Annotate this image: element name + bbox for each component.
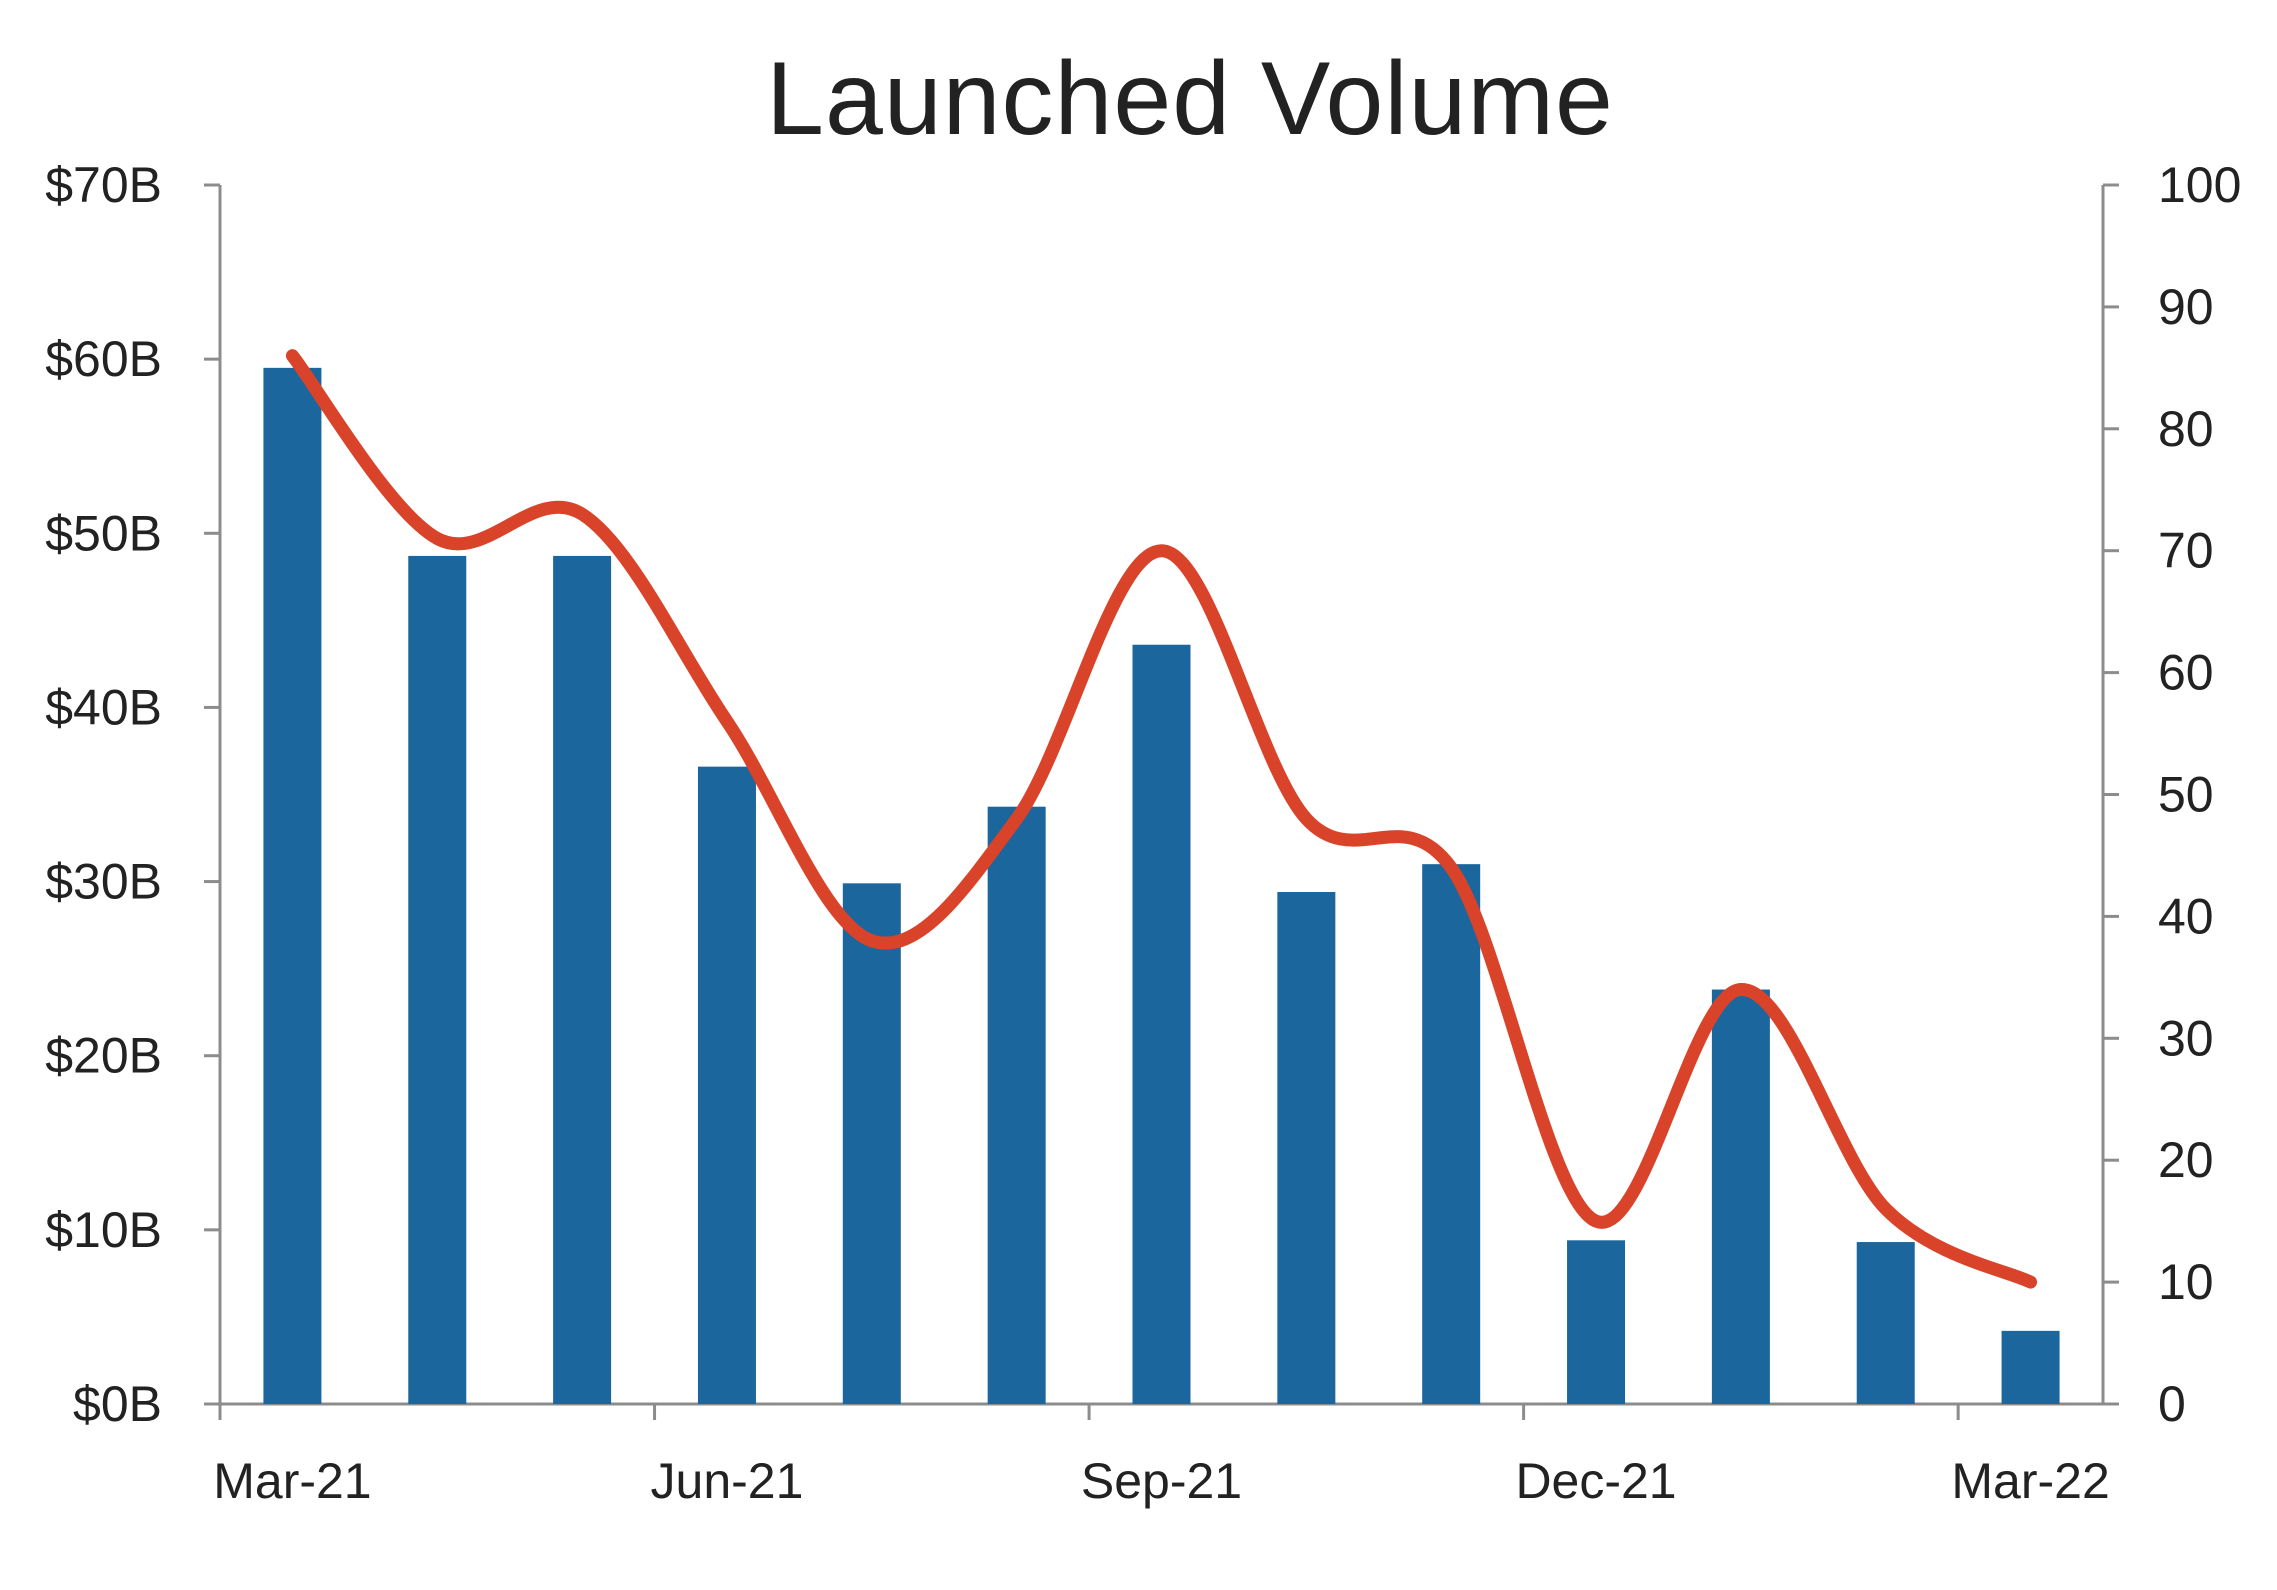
volume-bar: [553, 555, 612, 1404]
right-y-tick-label: 60: [2158, 645, 2214, 701]
count-line: [285, 349, 2038, 1289]
right-y-tick-label: 70: [2158, 523, 2214, 579]
volume-bar: [1856, 1242, 1915, 1404]
x-tick-label: Mar-21: [213, 1453, 371, 1509]
line-series: [285, 349, 2038, 1289]
volume-bar: [408, 555, 467, 1404]
volume-bar: [1711, 989, 1770, 1404]
right-y-tick-label: 30: [2158, 1010, 2214, 1066]
left-y-tick-label: $40B: [45, 679, 162, 735]
left-y-tick-label: $10B: [45, 1202, 162, 1258]
volume-bar: [842, 883, 901, 1404]
right-y-tick-label: 10: [2158, 1254, 2214, 1310]
volume-bar: [1567, 1240, 1626, 1404]
volume-bar: [263, 367, 322, 1405]
volume-bar: [1132, 644, 1191, 1404]
volume-bar: [987, 806, 1046, 1404]
volume-bar: [1422, 864, 1481, 1404]
left-y-tick-label: $60B: [45, 331, 162, 387]
right-y-tick-label: 50: [2158, 767, 2214, 823]
volume-bar: [1277, 892, 1336, 1404]
volume-bar: [2001, 1330, 2060, 1404]
left-y-tick-label: $0B: [73, 1376, 162, 1432]
left-y-tick-label: $50B: [45, 505, 162, 561]
right-y-tick-label: 40: [2158, 888, 2214, 944]
right-y-tick-label: 90: [2158, 279, 2214, 335]
x-tick-label: Dec-21: [1515, 1453, 1676, 1509]
left-y-tick-label: $30B: [45, 854, 162, 910]
volume-bar: [697, 766, 756, 1404]
right-y-tick-label: 100: [2158, 157, 2241, 213]
right-y-tick-label: 80: [2158, 401, 2214, 457]
x-tick-label: Mar-22: [1951, 1453, 2109, 1509]
chart-title: Launched Volume: [766, 41, 1614, 157]
left-y-tick-label: $20B: [45, 1028, 162, 1084]
x-tick-label: Sep-21: [1081, 1453, 1242, 1509]
tick-labels: $0B $10B $20B $30B $40B $50B $60B $70B 0 10 20 30 40…: [45, 157, 2241, 1509]
bar-series: [263, 367, 2060, 1405]
left-y-tick-label: $70B: [45, 157, 162, 213]
right-y-tick-label: 20: [2158, 1132, 2214, 1188]
right-y-tick-label: 0: [2158, 1376, 2186, 1432]
x-tick-label: Jun-21: [651, 1453, 804, 1509]
